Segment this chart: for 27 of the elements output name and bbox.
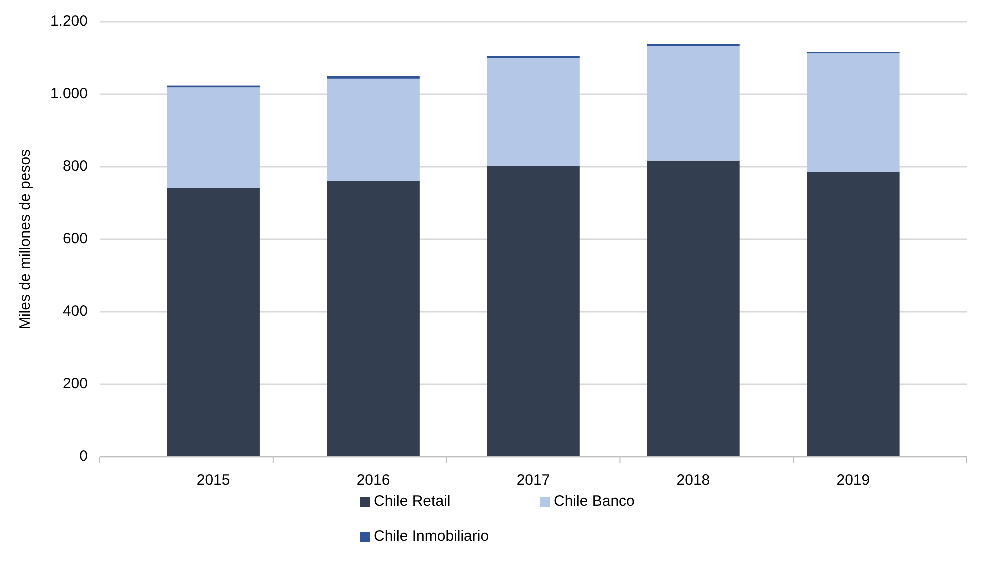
bar [167, 88, 260, 188]
bar [487, 166, 580, 457]
y-tick-label: 1.000 [50, 85, 88, 102]
bar [807, 54, 900, 172]
y-tick-label: 0 [80, 448, 88, 465]
x-tick-label: 2016 [356, 472, 390, 489]
y-tick-label: 200 [62, 375, 88, 392]
x-tick-label: 2017 [516, 472, 550, 489]
y-tick-label: 600 [62, 230, 88, 248]
bar [647, 46, 740, 161]
legend-label: Chile Inmobiliario [374, 528, 490, 545]
legend-label: Chile Banco [554, 492, 635, 510]
y-tick-label: 1.200 [50, 12, 88, 30]
x-tick-label: 2015 [196, 472, 230, 489]
x-tick-label: 2019 [836, 472, 870, 489]
bar [647, 160, 740, 457]
bar [167, 188, 260, 457]
bar [327, 76, 420, 79]
bar [327, 78, 420, 182]
bar [327, 181, 420, 457]
bar [807, 172, 900, 457]
y-tick-label: 400 [62, 302, 88, 320]
y-tick-label: 800 [62, 158, 88, 175]
bar [487, 58, 580, 166]
x-tick-label: 2018 [676, 472, 710, 489]
legend-label: Chile Retail [374, 492, 451, 510]
y-axis-title: Miles de millones de pesos [17, 149, 34, 330]
